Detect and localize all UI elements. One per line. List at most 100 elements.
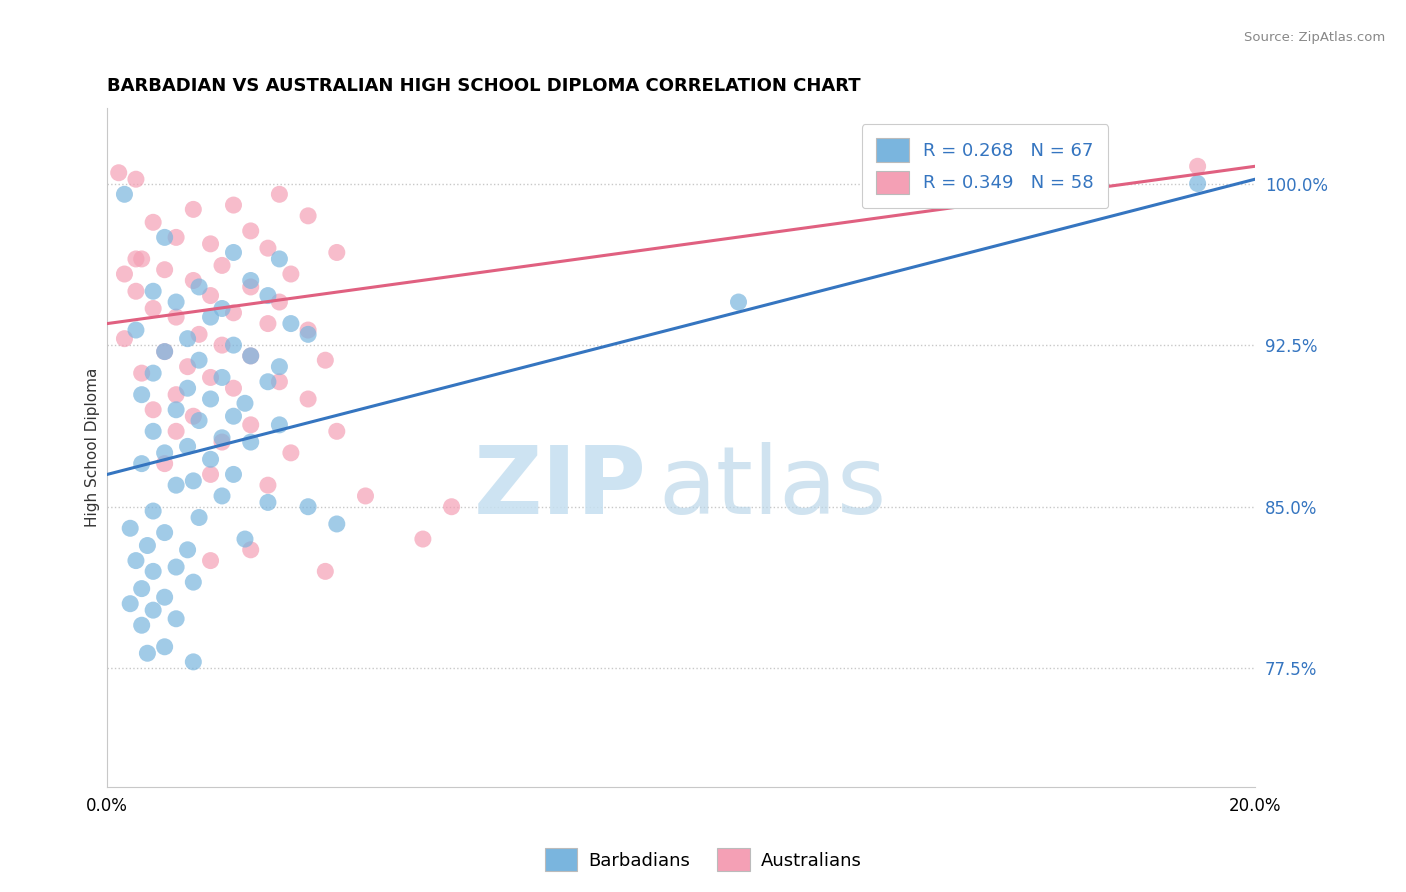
Point bbox=[269, 359, 291, 374]
Point bbox=[239, 417, 262, 432]
Point bbox=[120, 597, 142, 611]
Point bbox=[326, 516, 349, 531]
Point bbox=[114, 332, 136, 346]
Point bbox=[297, 500, 319, 514]
Point bbox=[269, 187, 291, 202]
Point bbox=[176, 542, 198, 557]
Point bbox=[239, 542, 262, 557]
Point bbox=[114, 267, 136, 281]
Point bbox=[165, 387, 187, 401]
Point bbox=[269, 375, 291, 389]
Point bbox=[257, 241, 280, 255]
Point bbox=[297, 209, 319, 223]
Point bbox=[257, 288, 280, 302]
Point bbox=[233, 396, 256, 410]
Point bbox=[165, 402, 187, 417]
Point bbox=[183, 655, 205, 669]
Point bbox=[257, 478, 280, 492]
Point bbox=[176, 332, 198, 346]
Point bbox=[326, 425, 349, 439]
Point bbox=[136, 646, 159, 660]
Point bbox=[200, 288, 222, 302]
Point bbox=[176, 359, 198, 374]
Point bbox=[257, 495, 280, 509]
Point bbox=[153, 446, 176, 460]
Point bbox=[142, 504, 165, 518]
Point bbox=[153, 230, 176, 244]
Point bbox=[183, 575, 205, 590]
Point bbox=[239, 349, 262, 363]
Point bbox=[257, 375, 280, 389]
Point bbox=[314, 353, 336, 368]
Point bbox=[125, 323, 148, 337]
Point bbox=[257, 317, 280, 331]
Point bbox=[239, 280, 262, 294]
Point bbox=[142, 285, 165, 299]
Point bbox=[211, 431, 233, 445]
Text: atlas: atlas bbox=[658, 442, 886, 534]
Point bbox=[153, 457, 176, 471]
Point bbox=[297, 327, 319, 342]
Point bbox=[131, 252, 153, 266]
Point bbox=[176, 381, 198, 395]
Legend: R = 0.268   N = 67, R = 0.349   N = 58: R = 0.268 N = 67, R = 0.349 N = 58 bbox=[862, 124, 1108, 208]
Point bbox=[211, 338, 233, 352]
Point bbox=[297, 392, 319, 406]
Point bbox=[165, 425, 187, 439]
Point bbox=[125, 252, 148, 266]
Point bbox=[222, 306, 245, 320]
Point bbox=[200, 553, 222, 567]
Point bbox=[165, 310, 187, 325]
Point bbox=[1187, 159, 1209, 173]
Point bbox=[239, 224, 262, 238]
Point bbox=[440, 500, 463, 514]
Point bbox=[326, 245, 349, 260]
Point bbox=[222, 467, 245, 482]
Point bbox=[211, 489, 233, 503]
Point bbox=[142, 565, 165, 579]
Point bbox=[269, 417, 291, 432]
Point bbox=[131, 618, 153, 632]
Point bbox=[153, 344, 176, 359]
Point bbox=[142, 603, 165, 617]
Point bbox=[280, 267, 302, 281]
Point bbox=[120, 521, 142, 535]
Point bbox=[211, 435, 233, 450]
Point bbox=[153, 591, 176, 605]
Point bbox=[200, 392, 222, 406]
Point bbox=[200, 467, 222, 482]
Point bbox=[222, 381, 245, 395]
Point bbox=[211, 370, 233, 384]
Point bbox=[142, 402, 165, 417]
Point bbox=[131, 582, 153, 596]
Point bbox=[183, 202, 205, 217]
Point bbox=[412, 532, 434, 546]
Point bbox=[354, 489, 377, 503]
Point bbox=[280, 317, 302, 331]
Point bbox=[233, 532, 256, 546]
Point bbox=[188, 413, 211, 427]
Point bbox=[297, 323, 319, 337]
Point bbox=[269, 295, 291, 310]
Text: Source: ZipAtlas.com: Source: ZipAtlas.com bbox=[1244, 31, 1385, 45]
Point bbox=[200, 370, 222, 384]
Point bbox=[239, 349, 262, 363]
Point bbox=[188, 327, 211, 342]
Point bbox=[165, 478, 187, 492]
Point bbox=[200, 452, 222, 467]
Point bbox=[125, 172, 148, 186]
Point bbox=[222, 198, 245, 212]
Point bbox=[188, 353, 211, 368]
Point bbox=[183, 409, 205, 424]
Point bbox=[131, 457, 153, 471]
Y-axis label: High School Diploma: High School Diploma bbox=[86, 368, 100, 527]
Point bbox=[131, 387, 153, 401]
Point bbox=[188, 510, 211, 524]
Point bbox=[280, 446, 302, 460]
Point bbox=[165, 230, 187, 244]
Point bbox=[165, 560, 187, 574]
Point bbox=[183, 273, 205, 287]
Point bbox=[142, 425, 165, 439]
Point bbox=[125, 285, 148, 299]
Point bbox=[131, 366, 153, 380]
